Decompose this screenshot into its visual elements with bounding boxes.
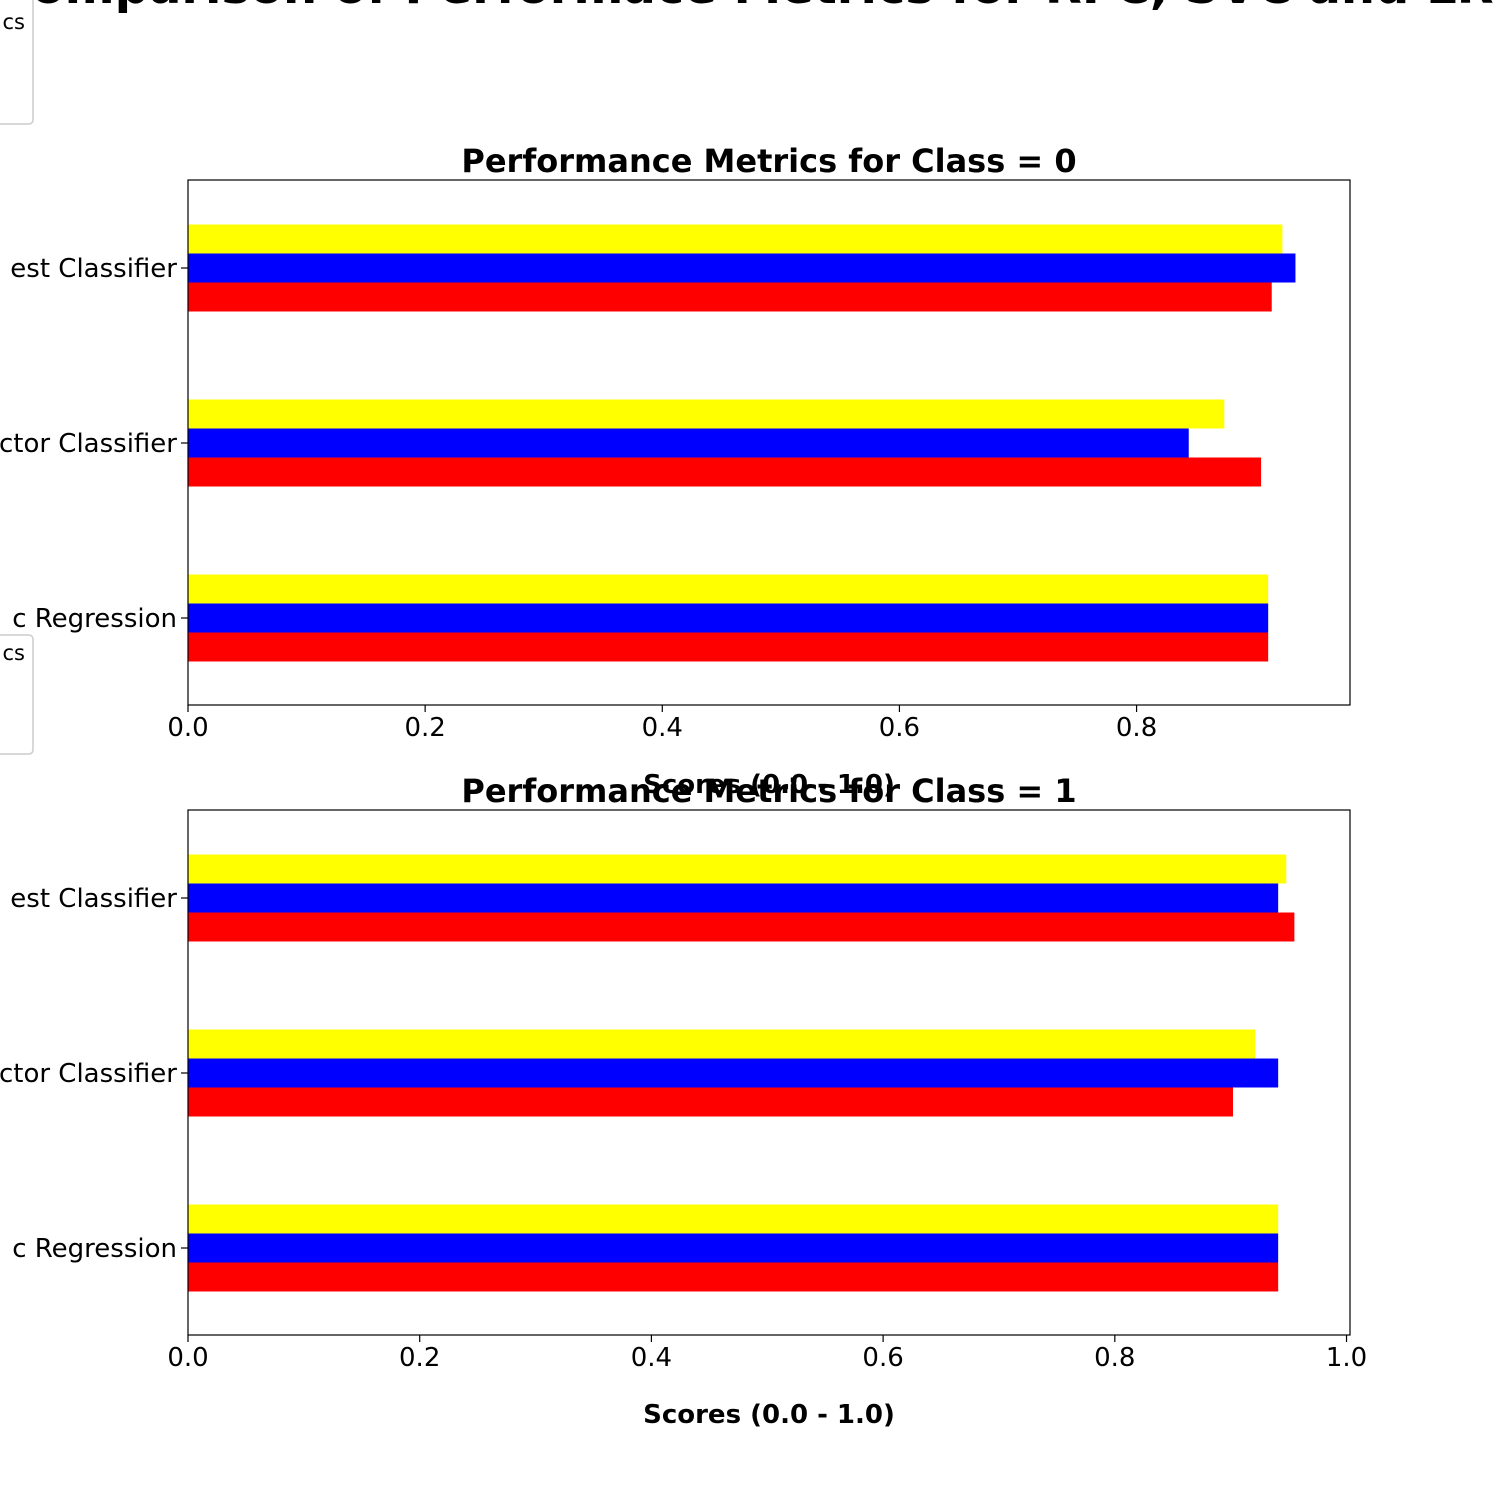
- bar: [188, 399, 1225, 429]
- subplot-class-1: c Regression ctor Classifier est Classifie…: [0, 772, 1367, 1430]
- bar: [188, 253, 1296, 283]
- legend-title-fragment: cs: [3, 10, 26, 34]
- y-tick-label: ctor Classifier: [0, 1059, 177, 1089]
- y-tick-label: ctor Classifier: [0, 429, 177, 459]
- bar: [188, 457, 1262, 487]
- x-axis-label: Scores (0.0 - 1.0): [643, 770, 895, 800]
- bar: [188, 282, 1272, 312]
- x-tick-label: 0.2: [404, 713, 445, 743]
- subplot-title: Performance Metrics for Class = 1: [461, 772, 1076, 810]
- x-tick-label: 0.0: [167, 713, 208, 743]
- bar: [188, 854, 1287, 884]
- y-tick-label: c Regression: [12, 1234, 177, 1264]
- bar: [188, 1204, 1279, 1234]
- x-tick-label: 0.6: [879, 713, 920, 743]
- bar: [188, 1029, 1256, 1059]
- x-tick-label: 0.8: [1116, 713, 1157, 743]
- x-axis-label: Scores (0.0 - 1.0): [643, 1400, 895, 1430]
- subplot-title: Performance Metrics for Class = 0: [461, 142, 1076, 180]
- bar: [188, 1262, 1279, 1292]
- bar: [188, 912, 1295, 942]
- bar: [188, 1058, 1279, 1088]
- bar: [188, 632, 1269, 662]
- legend-frame: [0, 634, 34, 755]
- bar: [188, 428, 1189, 458]
- y-tick-label: est Classifier: [10, 884, 177, 914]
- legend-title-fragment: cs: [3, 641, 26, 665]
- bar: [188, 603, 1269, 633]
- subplot-class-0: c Regression ctor Classifier est Classifie…: [0, 142, 1351, 800]
- figure-title: Comparison of Performace Metrics for RFC…: [0, 0, 1494, 15]
- legend-box-top: cs: [0, 0, 34, 125]
- legend-frame: [0, 0, 34, 125]
- x-tick-label: 0.4: [642, 713, 683, 743]
- bar: [188, 574, 1269, 604]
- x-tick-label: 0.4: [631, 1343, 672, 1373]
- y-tick-label: c Regression: [12, 604, 177, 634]
- y-tick-label: est Classifier: [10, 254, 177, 284]
- bar: [188, 224, 1283, 254]
- x-tick-label: 0.8: [1094, 1343, 1135, 1373]
- x-tick-label: 0.2: [399, 1343, 440, 1373]
- x-tick-label: 0.0: [167, 1343, 208, 1373]
- x-tick-label: 0.6: [862, 1343, 903, 1373]
- x-tick-label: 1.0: [1326, 1343, 1367, 1373]
- bar: [188, 1233, 1279, 1263]
- legend-box-middle: cs: [0, 634, 34, 755]
- bar: [188, 883, 1279, 913]
- bar: [188, 1087, 1233, 1117]
